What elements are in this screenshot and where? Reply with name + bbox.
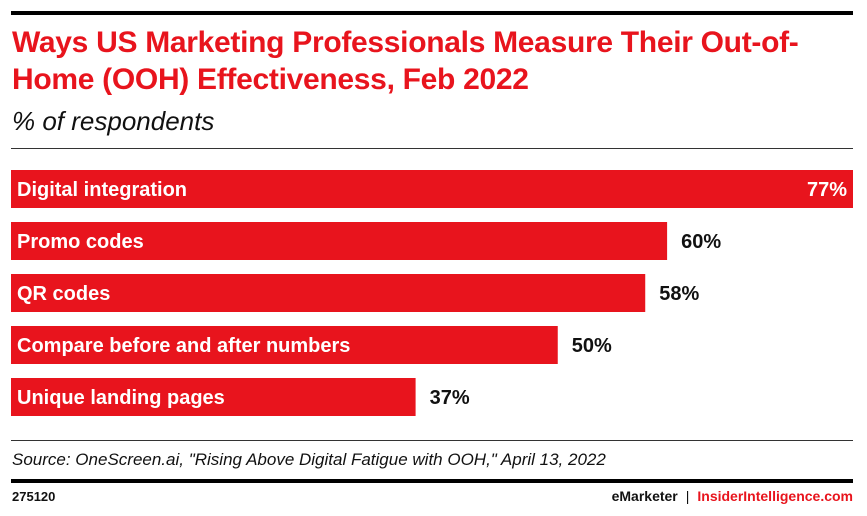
value-label-0: 77% xyxy=(807,179,847,201)
category-label-3: Compare before and after numbers xyxy=(17,335,350,357)
value-label-1: 60% xyxy=(681,231,721,253)
value-label-2: 58% xyxy=(659,283,699,305)
bar-1 xyxy=(11,222,668,260)
chart-subtitle: % of respondents xyxy=(12,106,215,136)
footer-rule xyxy=(11,479,853,483)
category-label-2: QR codes xyxy=(17,283,110,305)
brand-footer: eMarketer | InsiderIntelligence.com xyxy=(612,488,853,504)
source-note: Source: OneScreen.ai, "Rising Above Digi… xyxy=(12,450,606,469)
brand-emarketer: eMarketer xyxy=(611,488,678,504)
category-label-4: Unique landing pages xyxy=(17,387,225,409)
bar-3 xyxy=(11,326,558,364)
bar-2 xyxy=(11,274,646,312)
value-label-4: 37% xyxy=(430,387,470,409)
category-label-0: Digital integration xyxy=(17,179,187,201)
brand-insider-intelligence: InsiderIntelligence.com xyxy=(697,488,853,504)
brand-separator: | xyxy=(685,488,690,504)
top-rule xyxy=(11,11,853,15)
chart-title: Ways US Marketing Professionals Measure … xyxy=(12,26,799,96)
bar-0 xyxy=(11,170,853,208)
bar-4 xyxy=(11,378,416,416)
value-label-3: 50% xyxy=(572,335,612,357)
source-divider xyxy=(11,440,853,441)
chart-id: 275120 xyxy=(12,489,56,504)
header-divider xyxy=(11,148,853,149)
bar-chart: Digital integration 77% Promo codes 60% QR c… xyxy=(11,170,853,416)
category-label-1: Promo codes xyxy=(17,231,144,253)
